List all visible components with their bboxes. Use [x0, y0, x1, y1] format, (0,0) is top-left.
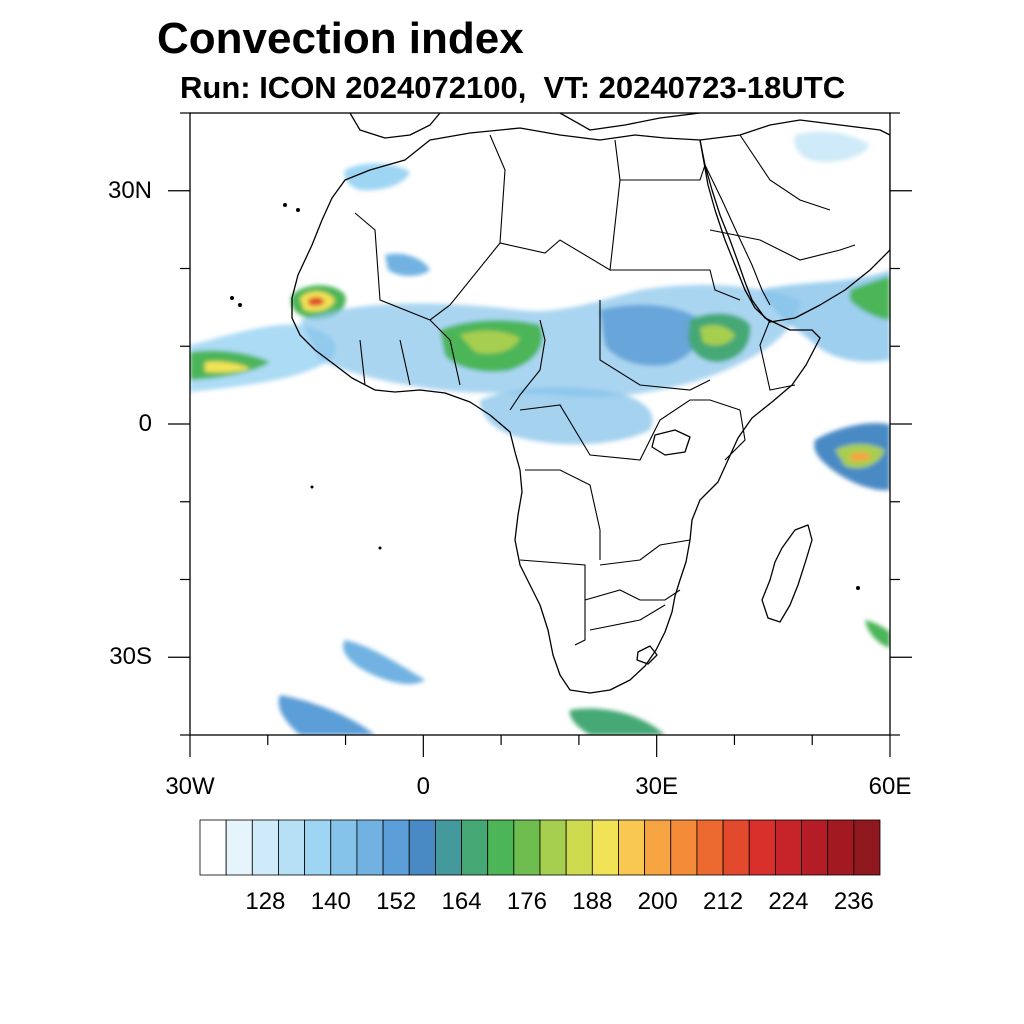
convection-area-south-atlantic-low — [278, 695, 375, 735]
x-tick-label: 0 — [416, 773, 431, 800]
colorbar-label: 128 — [245, 888, 286, 915]
convection-area-levant — [794, 131, 870, 162]
country-border — [599, 539, 691, 566]
country-border — [519, 399, 741, 461]
country-border — [489, 134, 506, 244]
convection-peak-indian-ocean — [850, 452, 872, 462]
country-border — [584, 589, 681, 601]
x-tick-label: 30E — [635, 773, 679, 800]
country-border — [599, 300, 711, 391]
madagascar-coastline — [761, 524, 813, 623]
colorbar-swatch — [487, 819, 515, 876]
europe-coastline-east — [559, 113, 701, 131]
country-border — [610, 269, 741, 301]
colorbar-swatch — [644, 819, 672, 876]
chart-title: Convection index — [157, 14, 524, 63]
y-tick-label: 30N — [107, 176, 152, 204]
europe-coastline — [349, 113, 441, 139]
colorbar-swatch — [251, 819, 279, 876]
convection-area-sahara — [385, 253, 430, 276]
cape-verde-islands — [238, 303, 242, 307]
st-helena-island — [378, 546, 382, 550]
country-border — [429, 319, 461, 386]
colorbar-label: 200 — [637, 888, 678, 915]
country-border — [620, 164, 706, 181]
country-border — [399, 339, 411, 386]
lake-victoria — [651, 429, 691, 456]
cape-verde-islands — [230, 296, 234, 300]
colorbar-swatch — [853, 819, 881, 876]
convection-core-arabian-sea — [850, 276, 890, 320]
country-border — [759, 319, 796, 391]
colorbar-label: 188 — [572, 888, 613, 915]
lesotho-border — [636, 645, 658, 665]
colorbar-label: 164 — [441, 888, 482, 915]
colorbar-swatch — [774, 819, 802, 876]
country-border — [525, 469, 601, 560]
convection-area-sudan — [600, 304, 701, 366]
country-border — [509, 319, 546, 411]
arabia-coastline — [699, 119, 890, 323]
country-border — [739, 134, 831, 211]
colorbar-label: 236 — [833, 888, 874, 915]
canary-islands — [296, 208, 300, 212]
colorbar-swatch — [591, 819, 619, 876]
red-sea-coast — [704, 164, 771, 306]
convection-peak-atlantic-itcz — [205, 361, 250, 373]
convection-core-nigeria — [460, 330, 520, 354]
country-border — [724, 409, 746, 461]
colorbar-swatch — [722, 819, 750, 876]
colorbar-swatch — [278, 819, 306, 876]
colorbar-swatch — [565, 819, 593, 876]
country-borders — [354, 134, 856, 646]
country-border — [359, 339, 366, 386]
y-tick-label: 0 — [138, 410, 152, 437]
convection-area-south-atlantic-front — [343, 640, 425, 685]
reunion-island — [856, 586, 860, 590]
convection-area-south-africa-front — [569, 708, 665, 735]
colorbar-label: 176 — [506, 888, 547, 915]
colorbar-swatch — [670, 819, 698, 876]
colorbar-swatch — [696, 819, 724, 876]
x-tick-label: 30W — [165, 773, 215, 800]
colorbar-swatch — [618, 819, 646, 876]
coastlines — [230, 113, 890, 694]
colorbar-swatch — [539, 819, 567, 876]
colorbar-swatch — [434, 819, 462, 876]
convection-peak-senegal — [308, 297, 325, 307]
colorbar-swatch — [225, 819, 253, 876]
colorbar-label: 212 — [703, 888, 744, 915]
chart-subtitle: Run: ICON 2024072100, VT: 20240723-18UTC — [180, 70, 846, 105]
colorbar — [199, 819, 881, 876]
country-border — [519, 559, 586, 646]
colorbar-swatch — [748, 819, 776, 876]
colorbar-label: 140 — [310, 888, 351, 915]
colorbar-label: 152 — [376, 888, 417, 915]
colorbar-swatch — [199, 819, 227, 876]
colorbar-swatch — [304, 819, 332, 876]
colorbar-swatch — [382, 819, 410, 876]
africa-coastline — [291, 127, 821, 694]
axis-ticks — [168, 112, 912, 757]
colorbar-swatch — [827, 819, 855, 876]
country-border — [589, 604, 666, 631]
convection-area-morocco — [344, 163, 410, 191]
colorbar-swatch — [330, 819, 358, 876]
convection-area-mozambique-channel — [865, 620, 890, 648]
convection-core-ethiopia — [700, 325, 735, 346]
y-tick-label: 30S — [109, 643, 152, 671]
ascension-island — [310, 485, 314, 489]
canary-islands — [283, 203, 287, 207]
colorbar-swatch — [408, 819, 436, 876]
colorbar-label: 224 — [768, 888, 809, 915]
convection-field — [190, 131, 890, 735]
country-border — [709, 229, 856, 261]
colorbar-swatch — [801, 819, 829, 876]
colorbar-swatch — [461, 819, 489, 876]
colorbar-swatch — [356, 819, 384, 876]
x-tick-label: 60E — [868, 773, 912, 800]
colorbar-swatch — [513, 819, 541, 876]
